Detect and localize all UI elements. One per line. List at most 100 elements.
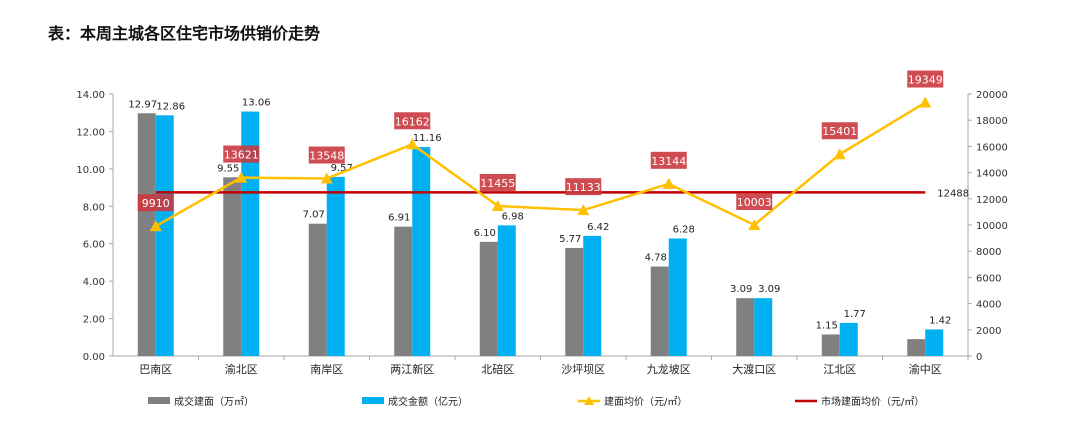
price-label: 13548 bbox=[309, 150, 344, 163]
price-label: 19349 bbox=[908, 74, 943, 87]
bar-value-label: 7.07 bbox=[303, 210, 325, 221]
right-tick-label: 10000 bbox=[976, 221, 1008, 232]
left-tick-label: 4.00 bbox=[83, 277, 105, 288]
bar-value-label: 6.28 bbox=[673, 224, 695, 235]
left-tick-label: 14.00 bbox=[76, 90, 105, 101]
legend-label: 成交建面（万㎡） bbox=[174, 395, 254, 408]
price-label-box bbox=[479, 173, 516, 191]
bar bbox=[394, 226, 413, 356]
right-tick-label: 14000 bbox=[976, 169, 1008, 180]
category-label: 南岸区 bbox=[310, 363, 343, 376]
price-label: 11455 bbox=[480, 177, 515, 190]
right-tick-label: 18000 bbox=[976, 116, 1008, 127]
left-tick-label: 0.00 bbox=[83, 352, 105, 363]
bar bbox=[668, 238, 687, 356]
bar-value-label: 6.10 bbox=[474, 228, 496, 239]
price-point-marker bbox=[491, 199, 504, 211]
chart-title: 表：本周主城各区住宅市场供销价走势 bbox=[48, 24, 321, 43]
bar bbox=[839, 322, 858, 356]
category-label: 江北区 bbox=[823, 363, 856, 376]
bar bbox=[326, 176, 345, 356]
price-point-marker bbox=[833, 148, 846, 160]
price-point-marker bbox=[320, 172, 333, 184]
right-tick-label: 6000 bbox=[976, 273, 1001, 284]
price-label: 13621 bbox=[224, 149, 259, 162]
bar bbox=[479, 241, 498, 356]
left-tick-label: 8.00 bbox=[83, 202, 105, 213]
bar-value-label: 3.09 bbox=[758, 284, 780, 295]
price-label: 11133 bbox=[566, 181, 601, 194]
bar-value-label: 3.09 bbox=[730, 284, 752, 295]
bar bbox=[241, 111, 260, 356]
left-tick-label: 2.00 bbox=[83, 315, 105, 326]
bar bbox=[821, 334, 840, 356]
right-tick-label: 0 bbox=[976, 352, 982, 363]
bar-value-label: 4.78 bbox=[645, 253, 667, 264]
price-label-box bbox=[565, 178, 602, 196]
legend-label: 成交金额（亿元） bbox=[388, 395, 468, 408]
price-label-box bbox=[736, 192, 773, 210]
price-label-box bbox=[308, 146, 345, 164]
price-label: 9910 bbox=[142, 197, 170, 210]
price-label-box bbox=[137, 194, 174, 212]
right-tick-label: 12000 bbox=[976, 195, 1008, 206]
price-point-marker bbox=[662, 177, 675, 189]
bar-value-label: 1.15 bbox=[816, 320, 838, 331]
price-point-marker bbox=[406, 138, 419, 150]
category-label: 渝中区 bbox=[909, 362, 942, 376]
bar-value-label: 11.16 bbox=[413, 133, 442, 144]
bar-value-label: 6.98 bbox=[502, 211, 524, 222]
legend-label: 建面均价（元/㎡） bbox=[604, 395, 687, 408]
price-label-box bbox=[907, 70, 944, 88]
category-label: 九龙坡区 bbox=[647, 363, 691, 376]
bar bbox=[754, 298, 773, 356]
price-line bbox=[155, 101, 926, 228]
legend-marker bbox=[584, 396, 594, 405]
left-tick-label: 6.00 bbox=[83, 240, 105, 251]
price-label-box bbox=[650, 151, 687, 169]
bar bbox=[155, 115, 174, 356]
price-point-marker bbox=[149, 220, 162, 232]
price-label-box bbox=[394, 112, 431, 130]
bar bbox=[223, 177, 242, 356]
left-tick-label: 10.00 bbox=[76, 165, 105, 176]
right-tick-label: 20000 bbox=[976, 90, 1008, 101]
bar-value-label: 1.42 bbox=[929, 315, 951, 326]
bar bbox=[308, 223, 327, 356]
bar bbox=[583, 235, 602, 356]
market-average-label: 12488 bbox=[937, 188, 969, 199]
bar-value-label: 13.06 bbox=[242, 98, 271, 109]
right-tick-label: 8000 bbox=[976, 247, 1001, 258]
right-tick-label: 2000 bbox=[976, 326, 1001, 337]
bar-value-label: 9.57 bbox=[331, 163, 353, 174]
bar bbox=[650, 266, 669, 356]
left-tick-label: 12.00 bbox=[76, 127, 105, 138]
price-label-box bbox=[821, 122, 858, 140]
price-label-box bbox=[223, 145, 260, 163]
bar-value-label: 9.55 bbox=[217, 163, 239, 174]
category-label: 巴南区 bbox=[139, 363, 172, 376]
legend-swatch bbox=[148, 397, 170, 404]
category-label: 渝北区 bbox=[225, 362, 258, 376]
right-tick-label: 4000 bbox=[976, 300, 1001, 311]
bar-value-label: 6.42 bbox=[587, 222, 609, 233]
bar-value-label: 6.91 bbox=[388, 213, 410, 224]
bar-value-label: 5.77 bbox=[559, 234, 581, 245]
bar-value-label: 12.97 bbox=[128, 99, 157, 110]
bar bbox=[497, 225, 516, 356]
price-point-marker bbox=[235, 171, 248, 183]
bar bbox=[925, 329, 944, 356]
bar bbox=[137, 113, 156, 356]
price-label: 16162 bbox=[395, 115, 430, 128]
bar-value-label: 12.86 bbox=[156, 101, 185, 112]
bar bbox=[736, 298, 755, 356]
category-label: 两江新区 bbox=[390, 362, 434, 376]
category-label: 沙坪坝区 bbox=[561, 362, 605, 376]
legend-label: 市场建面均价（元/㎡） bbox=[821, 395, 924, 408]
right-tick-label: 16000 bbox=[976, 142, 1008, 153]
category-label: 北碚区 bbox=[481, 362, 514, 376]
price-point-marker bbox=[577, 204, 590, 216]
price-label: 13144 bbox=[651, 155, 686, 168]
bar bbox=[565, 248, 584, 356]
